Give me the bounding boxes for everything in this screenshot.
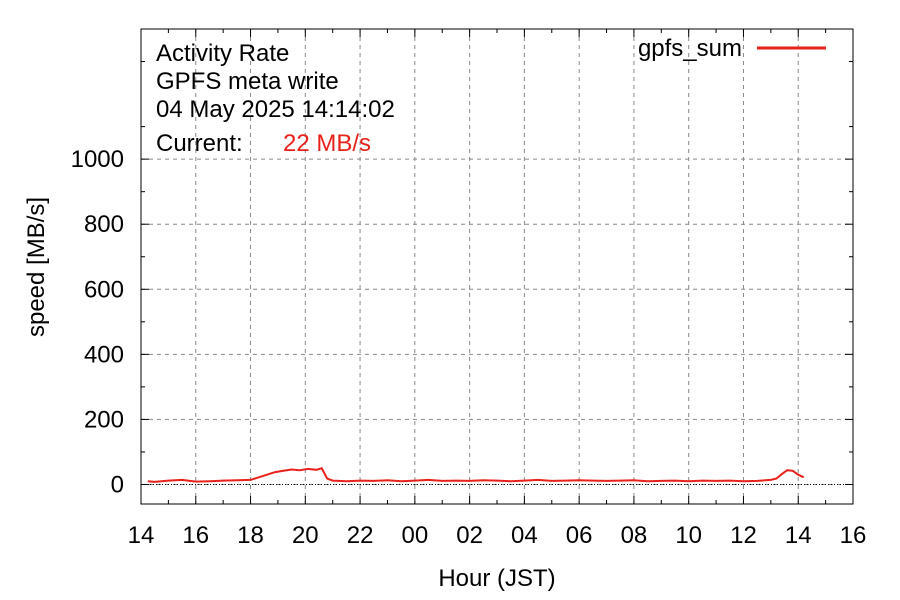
y-tick-label: 800: [84, 211, 124, 238]
title-line-2: GPFS meta write: [156, 68, 339, 95]
x-tick-label: 14: [128, 522, 155, 549]
plot-frame: [140, 28, 854, 505]
x-tick-label: 22: [347, 522, 374, 549]
x-tick-label: 04: [511, 522, 538, 549]
x-tick-label: 12: [730, 522, 757, 549]
grid: [141, 29, 853, 504]
x-tick-label: 16: [182, 522, 209, 549]
title-line-1: Activity Rate: [156, 40, 289, 67]
x-tick-label: 10: [675, 522, 702, 549]
x-tick-label: 06: [566, 522, 593, 549]
y-tick-label: 600: [84, 276, 124, 303]
tick-labels: 14 16 18 20 22 00 02 04 06 08 10 12 14 16 0 200 400 600 80…: [71, 146, 867, 549]
x-tick-label: 20: [292, 522, 319, 549]
x-tick-label: 16: [840, 522, 867, 549]
x-tick-label: 02: [456, 522, 483, 549]
y-axis-label: speed [MB/s]: [23, 197, 50, 337]
x-tick-label: 00: [401, 522, 428, 549]
legend-label: gpfs_sum: [638, 35, 742, 62]
x-tick-label: 14: [785, 522, 812, 549]
y-tick-label: 200: [84, 406, 124, 433]
y-tick-label: 0: [111, 471, 124, 498]
x-axis-label: Hour (JST): [438, 565, 555, 592]
x-tick-label: 08: [621, 522, 648, 549]
series-line-gpfs_sum: [147, 467, 805, 483]
title-line-3: 04 May 2025 14:14:02: [156, 96, 395, 123]
y-tick-label: 1000: [71, 146, 124, 173]
current-value: 22 MB/s: [283, 130, 371, 157]
current-label: Current:: [156, 130, 243, 157]
x-tick-label: 18: [237, 522, 264, 549]
y-tick-label: 400: [84, 341, 124, 368]
